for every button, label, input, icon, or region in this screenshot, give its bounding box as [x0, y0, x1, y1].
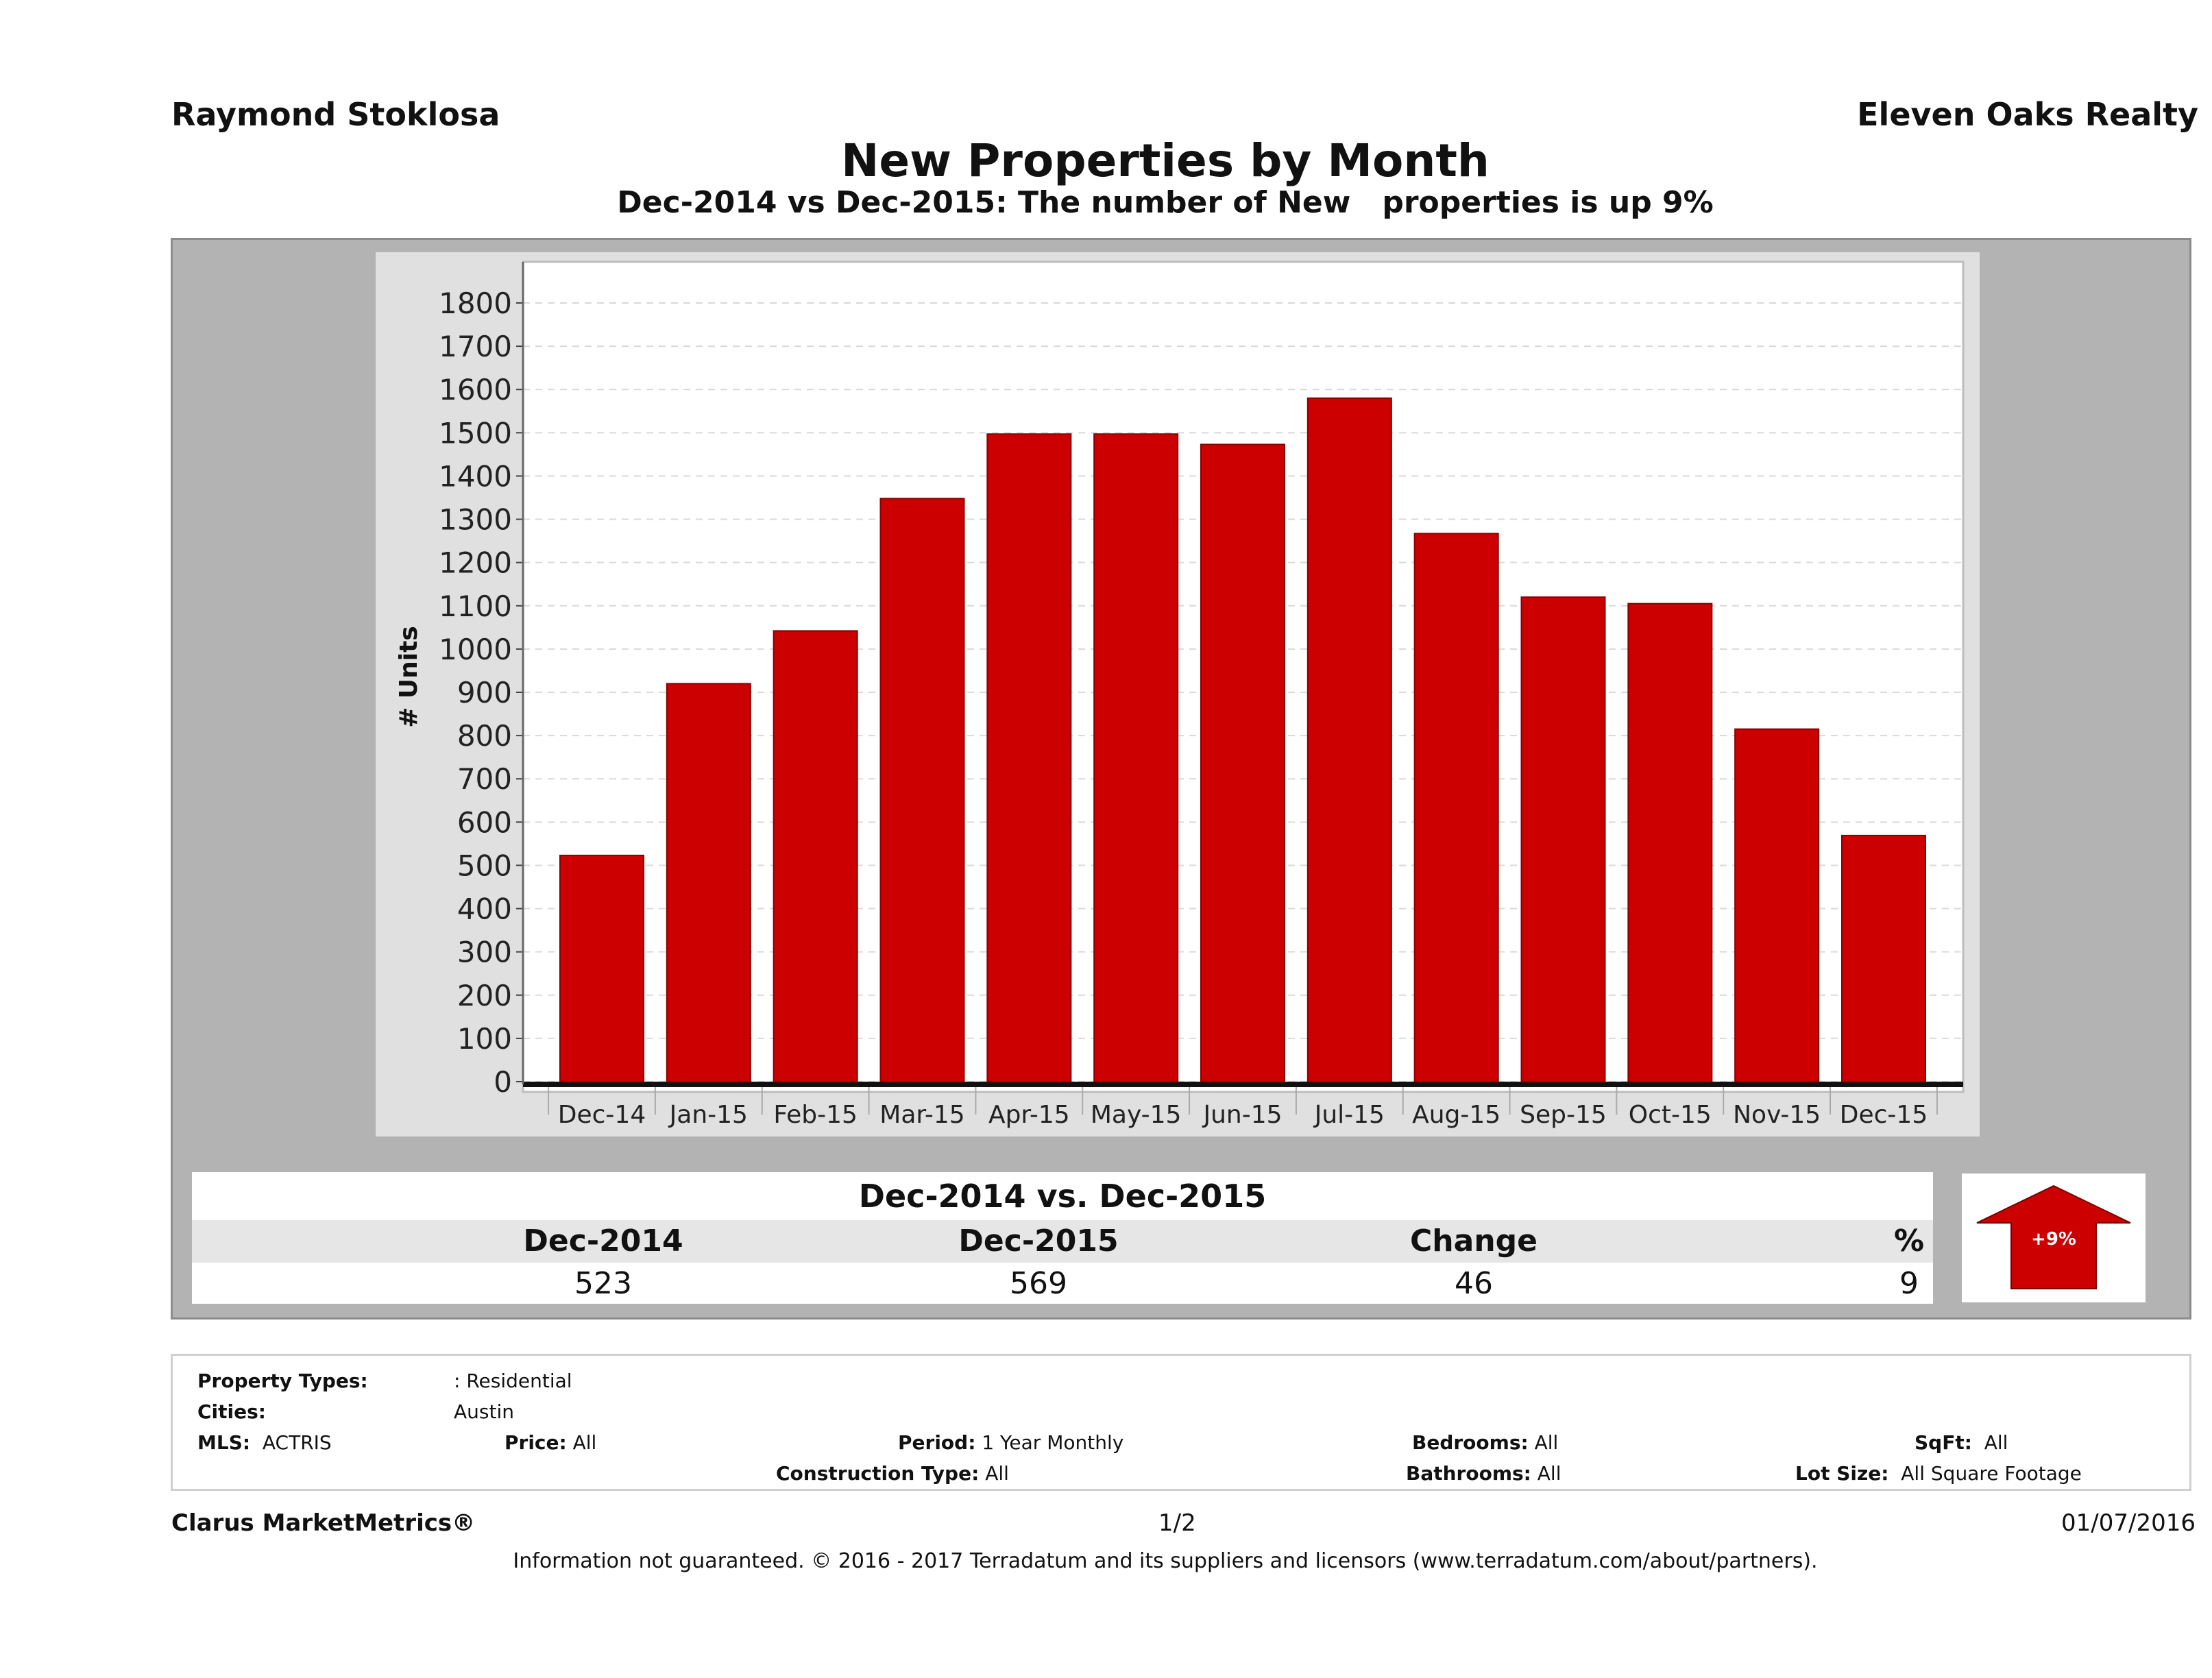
criteria-sqft: SqFt: All	[1915, 1431, 2008, 1454]
bar	[666, 683, 751, 1082]
bar	[986, 433, 1072, 1082]
x-tick-label: Mar-15	[879, 1101, 964, 1129]
criteria-bedrooms: Bedrooms: All	[1412, 1431, 1559, 1454]
x-tick-label: Jan-15	[668, 1101, 748, 1129]
bar	[1306, 397, 1392, 1083]
footer-date: 01/07/2016	[2061, 1509, 2196, 1537]
y-tick-label: 100	[457, 1022, 512, 1056]
bar	[1093, 433, 1179, 1082]
y-tick-label: 200	[457, 979, 512, 1012]
footer-brand: Clarus MarketMetrics®	[171, 1509, 476, 1537]
y-tick-label: 800	[457, 719, 512, 753]
x-tick-label: May-15	[1091, 1101, 1182, 1129]
y-tick-label: 1300	[439, 503, 512, 537]
criteria-construction-type: Construction Type: All	[776, 1462, 1009, 1485]
y-tick-label: 1100	[439, 589, 512, 623]
bar	[1627, 603, 1713, 1082]
criteria-bathrooms: Bathrooms: All	[1406, 1462, 1561, 1485]
y-axis-label: # Units	[395, 626, 423, 728]
y-tick-label: 1800	[439, 287, 512, 320]
y-tick-label: 1700	[439, 330, 512, 363]
criteria-cities: Cities:	[197, 1400, 266, 1423]
x-tick-label: Sep-15	[1520, 1101, 1607, 1129]
bar	[559, 854, 644, 1082]
footer-disclaimer: Information not guaranteed. © 2016 - 201…	[513, 1549, 1818, 1573]
summary-value-dec2014: 523	[574, 1266, 632, 1301]
x-tick-label: Nov-15	[1733, 1101, 1821, 1129]
bar	[1520, 596, 1606, 1082]
bar	[879, 498, 965, 1082]
y-tick-label: 300	[457, 936, 512, 969]
criteria-property-types: Property Types:	[197, 1370, 368, 1392]
summary-title: Dec-2014 vs. Dec-2015	[192, 1172, 1933, 1220]
y-tick-label: 1400	[439, 459, 512, 493]
bar	[1200, 443, 1285, 1082]
summary-header-row: Dec-2014 Dec-2015 Change %	[192, 1220, 1933, 1263]
x-tick-label: Oct-15	[1629, 1101, 1712, 1129]
y-tick-label: 500	[457, 849, 512, 882]
criteria-lot-size: Lot Size: All Square Footage	[1795, 1462, 2082, 1485]
y-tick-label: 400	[457, 892, 512, 926]
bar	[773, 630, 858, 1082]
criteria-mls: MLS: ACTRIS	[197, 1431, 332, 1454]
summary-header-dec2015: Dec-2015	[958, 1224, 1119, 1258]
criteria-price: Price: All	[505, 1431, 597, 1454]
change-arrow-box: +9%	[1962, 1174, 2146, 1302]
x-tick-label: Jul-15	[1313, 1101, 1385, 1129]
y-tick-label: 1000	[439, 633, 512, 666]
criteria-cities-value: Austin	[454, 1400, 514, 1423]
criteria-property-types-value: : Residential	[454, 1370, 572, 1392]
report-subtitle: Dec-2014 vs Dec-2015: The number of New …	[617, 185, 1714, 220]
y-tick-label: 900	[457, 676, 512, 709]
summary-table: Dec-2014 vs. Dec-2015 Dec-2014 Dec-2015 …	[192, 1172, 1933, 1304]
footer-page-number: 1/2	[1158, 1509, 1196, 1537]
bar	[1841, 834, 1926, 1082]
y-tick-label: 1600	[439, 373, 512, 406]
search-criteria: Property Types: : Residential Cities: Au…	[171, 1354, 2191, 1491]
y-tick-label: 600	[457, 805, 512, 839]
summary-value-row: 523 569 46 9	[192, 1263, 1933, 1304]
company-name: Eleven Oaks Realty	[1857, 96, 2198, 133]
summary-value-change: 46	[1455, 1266, 1493, 1301]
bar	[1734, 728, 1820, 1082]
summary-header-change: Change	[1410, 1224, 1538, 1258]
y-tick-label: 1200	[439, 546, 512, 580]
y-tick-label: 0	[494, 1065, 512, 1099]
criteria-period: Period: 1 Year Monthly	[898, 1431, 1124, 1454]
summary-value-dec2015: 569	[1010, 1266, 1067, 1301]
bar-chart: 0 100 200 300 400 500 600 700 800 900 1000 1100 1200…	[395, 260, 1965, 1129]
summary-header-dec2014: Dec-2014	[523, 1224, 683, 1258]
y-tick-label: 700	[457, 762, 512, 796]
x-tick-label: Aug-15	[1412, 1101, 1500, 1129]
change-badge-label: +9%	[2031, 1229, 2076, 1250]
bar	[1413, 533, 1499, 1083]
x-tick-label: Feb-15	[773, 1101, 858, 1129]
agent-name: Raymond Stoklosa	[171, 96, 500, 133]
summary-value-percent: 9	[1899, 1266, 1919, 1301]
x-tick-label: Apr-15	[988, 1101, 1070, 1129]
up-arrow-icon: +9%	[1976, 1184, 2131, 1289]
summary-header-percent: %	[1893, 1224, 1925, 1258]
x-tick-label: Dec-14	[558, 1101, 646, 1129]
x-tick-label: Jun-15	[1202, 1101, 1282, 1129]
report-title: New Properties by Month	[841, 134, 1490, 187]
x-tick-label: Dec-15	[1840, 1101, 1928, 1129]
y-tick-label: 1500	[439, 416, 512, 450]
